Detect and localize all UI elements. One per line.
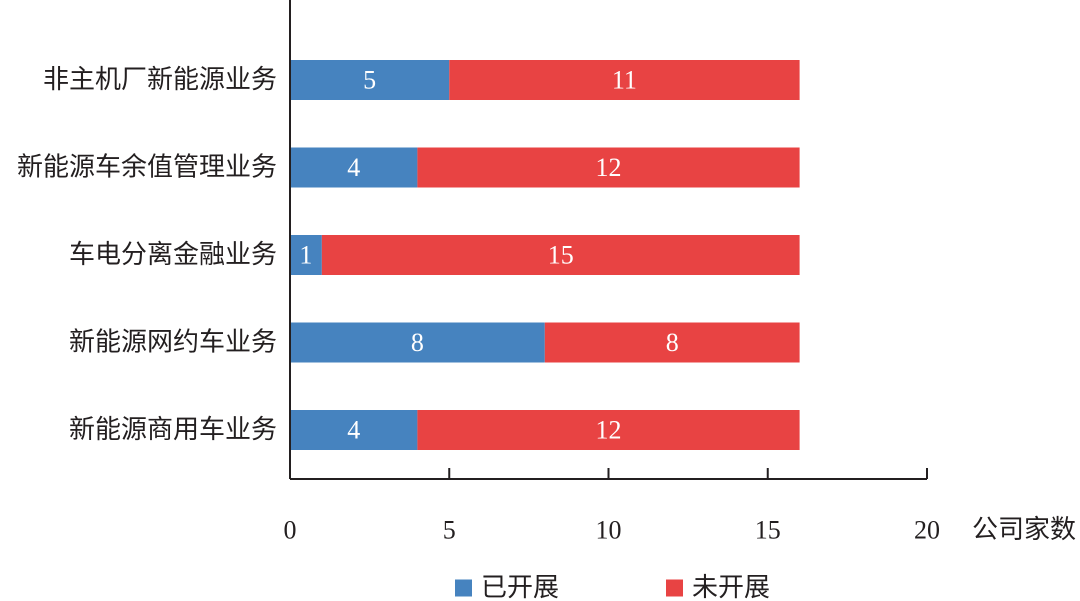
legend-label: 未开展 [692, 573, 770, 601]
category-labels: 非主机厂新能源业务新能源车余值管理业务车电分离金融业务新能源网约车业务新能源商用… [17, 65, 277, 445]
legend-swatch [666, 579, 683, 597]
data-label: 1 [299, 241, 312, 270]
data-label: 12 [596, 153, 622, 182]
x-tick-label: 0 [284, 516, 297, 545]
legend-item-not-started: 未开展 [666, 573, 770, 601]
data-label: 5 [363, 66, 376, 95]
bar-segment-started [290, 410, 418, 450]
data-label: 12 [596, 416, 622, 445]
bars-layer: 5 11 4 12 1 15 8 8 4 12 [290, 60, 800, 450]
bar-segment-not-started [417, 147, 800, 188]
legend: 已开展 未开展 [455, 573, 770, 601]
data-label: 8 [666, 328, 679, 357]
category-label: 新能源商用车业务 [69, 415, 277, 445]
bar-segment-not-started [544, 322, 800, 363]
bar-segment-started [290, 322, 545, 363]
category-label: 车电分离金融业务 [69, 240, 277, 270]
bar-segment-started [290, 147, 418, 188]
bar-segment-started [290, 60, 450, 100]
x-axis-title: 公司家数 [972, 515, 1076, 545]
x-tick-label: 5 [443, 516, 456, 545]
x-tick-label: 15 [755, 516, 781, 545]
bar-segment-not-started [417, 410, 800, 450]
bar-segment-not-started [449, 60, 800, 100]
data-label: 8 [411, 328, 424, 357]
x-tick-label: 10 [596, 516, 622, 545]
data-label: 4 [347, 153, 360, 182]
data-label: 11 [612, 66, 637, 95]
legend-label: 已开展 [481, 573, 559, 601]
data-label: 15 [548, 241, 574, 270]
x-tick-label: 20 [914, 516, 940, 545]
category-label: 非主机厂新能源业务 [43, 65, 277, 95]
legend-item-started: 已开展 [455, 573, 559, 601]
data-label: 4 [347, 416, 360, 445]
bar-segment-not-started [321, 235, 800, 275]
category-label: 新能源车余值管理业务 [17, 153, 277, 183]
category-label: 新能源网约车业务 [69, 328, 277, 358]
x-ticks: 0 5 10 15 20 [284, 468, 940, 545]
legend-swatch [455, 579, 472, 597]
bar-segment-started [290, 235, 322, 275]
